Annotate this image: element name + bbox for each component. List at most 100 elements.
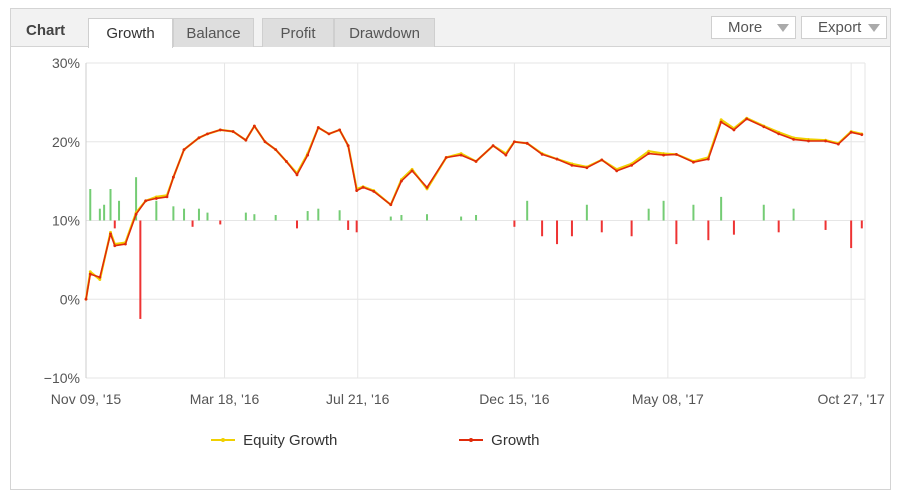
export-button[interactable]: Export	[801, 16, 887, 39]
loss-bar	[824, 220, 827, 230]
growth-point	[491, 144, 495, 148]
profit-bar	[306, 211, 309, 221]
growth-point	[197, 136, 201, 140]
profit-bar	[526, 200, 529, 221]
legend-growth-marker	[459, 438, 483, 442]
tab-growth[interactable]: Growth	[88, 18, 173, 48]
chart-title: Chart	[26, 22, 66, 39]
growth-point	[692, 160, 695, 164]
loss-bar	[707, 220, 710, 241]
loss-bar	[732, 220, 735, 235]
growth-point	[706, 157, 710, 161]
growth-point	[124, 242, 127, 246]
profit-bar	[89, 189, 92, 221]
growth-point	[346, 144, 350, 148]
growth-point	[113, 244, 117, 248]
more-button[interactable]: More	[711, 16, 796, 39]
loss-bar	[139, 220, 142, 319]
loss-bar	[513, 220, 516, 227]
profit-bar	[118, 200, 121, 221]
growth-point	[182, 148, 186, 152]
growth-point	[263, 140, 267, 144]
profit-bar	[720, 196, 723, 221]
export-label: Export	[818, 19, 862, 36]
profit-bar	[662, 200, 665, 221]
loss-bar	[570, 220, 573, 237]
loss-bar	[113, 220, 116, 229]
series-lines	[84, 116, 864, 301]
growth-point	[860, 133, 864, 137]
profit-bar	[317, 208, 320, 221]
growth-point	[361, 186, 365, 189]
profit-bar	[103, 204, 106, 221]
growth-point	[98, 275, 102, 279]
profit-bar	[647, 208, 650, 221]
legend-equity-label: Equity Growth	[243, 432, 338, 449]
growth-point	[410, 169, 414, 173]
profit-bar	[98, 208, 101, 221]
growth-point	[244, 138, 248, 142]
equity-point	[98, 278, 102, 281]
y-tick-label: 0%	[60, 291, 80, 307]
growth-line	[85, 118, 862, 300]
x-tick-label: Dec 15, '16	[479, 391, 550, 407]
y-tick-label: 20%	[52, 134, 80, 150]
growth-point	[824, 139, 827, 143]
growth-point	[674, 152, 678, 156]
growth-point	[327, 132, 331, 136]
loss-bar	[219, 220, 222, 225]
growth-point	[295, 173, 299, 177]
growth-point	[504, 153, 508, 157]
growth-point	[600, 158, 604, 162]
growth-point	[540, 152, 544, 156]
growth-point	[134, 212, 138, 216]
x-tick-label: Jul 21, '16	[326, 391, 390, 407]
profit-bar	[426, 214, 429, 221]
growth-point	[849, 130, 853, 134]
loss-bar	[860, 220, 863, 229]
legend-growth[interactable]: Growth	[459, 431, 540, 449]
x-tick-label: May 08, '17	[632, 391, 704, 407]
legend-equity-marker	[211, 438, 235, 442]
growth-point	[732, 128, 736, 132]
growth-point	[459, 153, 463, 157]
loss-bar	[556, 220, 559, 245]
profit-bar	[274, 214, 277, 221]
growth-point	[274, 148, 278, 152]
profit-bar	[762, 204, 765, 221]
equity-point	[647, 149, 651, 153]
legend-equity-growth[interactable]: Equity Growth	[211, 431, 337, 449]
profit-bar	[460, 216, 463, 221]
profit-bar	[206, 212, 209, 221]
loss-bar	[675, 220, 678, 245]
chevron-down-icon	[777, 24, 789, 32]
growth-point	[615, 169, 619, 173]
profit-bar	[389, 216, 392, 221]
growth-point	[84, 297, 88, 301]
profit-bar	[792, 208, 795, 221]
growth-point	[474, 160, 478, 163]
profit-bar	[197, 208, 200, 221]
growth-point	[400, 179, 403, 183]
tab-profit[interactable]: Profit	[262, 18, 334, 47]
growth-point	[647, 152, 651, 155]
tab-balance[interactable]: Balance	[173, 18, 254, 47]
loss-bar	[347, 220, 350, 230]
profit-bar	[253, 214, 256, 221]
legend-growth-label: Growth	[491, 432, 540, 449]
growth-point	[88, 272, 92, 276]
growth-point	[425, 186, 429, 189]
tab-drawdown[interactable]: Drawdown	[334, 18, 435, 47]
equity-growth-line	[84, 116, 863, 300]
trade-bars	[89, 177, 863, 319]
profit-bar	[400, 214, 403, 221]
loss-bar	[850, 220, 853, 249]
loss-bar	[541, 220, 544, 237]
growth-point	[338, 128, 342, 132]
growth-point	[231, 130, 235, 133]
growth-point	[316, 126, 320, 129]
growth-point	[355, 189, 359, 192]
growth-point	[389, 203, 393, 207]
profit-bar	[338, 210, 341, 221]
equity-point	[88, 270, 92, 274]
